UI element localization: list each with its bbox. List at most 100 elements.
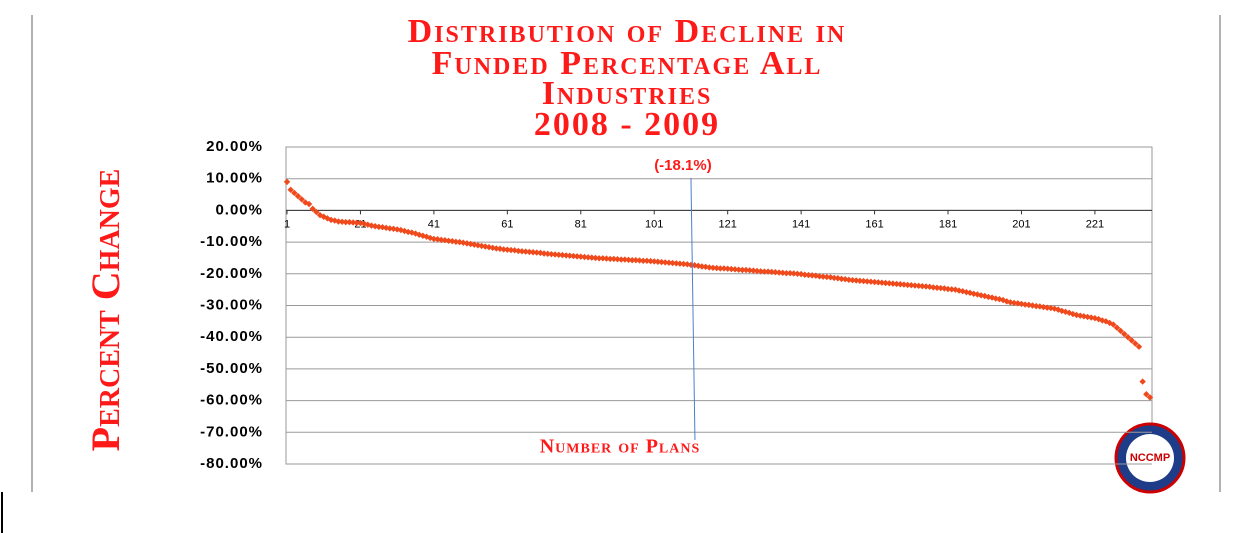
point (867, 278, 875, 285)
point (515, 247, 522, 255)
point (739, 266, 746, 274)
point (581, 253, 588, 261)
point (1010, 299, 1018, 307)
point (599, 255, 607, 262)
y-tick-label: -70.00% (200, 423, 263, 440)
y-tick-label: 0.00% (215, 201, 263, 218)
y-tick-label: -60.00% (200, 392, 263, 409)
point (783, 269, 790, 277)
point (1025, 301, 1033, 309)
logo-center (1126, 434, 1174, 482)
y-axis-label: Percent Change (83, 169, 128, 452)
point (1084, 313, 1091, 321)
point (830, 274, 838, 282)
point (1058, 307, 1066, 315)
y-tick-label: -80.00% (200, 455, 263, 472)
point (680, 260, 687, 268)
point (1102, 318, 1110, 325)
point (489, 244, 496, 252)
point (860, 277, 867, 285)
point (845, 276, 853, 284)
point (676, 260, 684, 267)
point (665, 259, 673, 266)
point (555, 251, 562, 258)
point (908, 282, 915, 289)
point (706, 264, 713, 271)
point (386, 225, 394, 232)
point (511, 247, 518, 254)
point (985, 293, 992, 301)
y-tick-label: 10.00% (206, 170, 263, 187)
point (926, 283, 933, 290)
point (595, 255, 603, 262)
point (540, 250, 548, 257)
point (669, 259, 676, 267)
point (1113, 324, 1121, 331)
point (698, 263, 706, 270)
point (823, 273, 831, 281)
title-block: Distribution of Decline in Funded Percen… (408, 13, 845, 143)
point (742, 266, 750, 274)
point (551, 251, 559, 258)
point (603, 255, 610, 262)
point (625, 256, 632, 264)
point (640, 257, 647, 265)
point (930, 284, 937, 291)
point (838, 275, 845, 283)
point (614, 256, 621, 263)
point (522, 248, 529, 255)
point (452, 238, 460, 245)
point (529, 249, 537, 256)
point (526, 248, 533, 256)
point (338, 218, 346, 226)
point (720, 265, 728, 272)
point (342, 218, 349, 226)
point (1066, 309, 1073, 316)
point (900, 281, 908, 288)
point (291, 189, 298, 197)
point (955, 287, 963, 294)
point (959, 288, 966, 295)
point (647, 257, 654, 265)
x-tick-label: 181 (939, 218, 957, 230)
x-tick-label: 121 (719, 218, 737, 230)
point (753, 267, 761, 275)
point (658, 258, 665, 266)
x-tick-label: 201 (1012, 218, 1030, 230)
point (346, 218, 353, 226)
point (371, 223, 379, 230)
chart-title: 2008 - 2009 (534, 106, 720, 143)
point (981, 292, 988, 300)
point (915, 282, 922, 290)
point (819, 273, 827, 280)
x-tick-label: 41 (428, 218, 440, 230)
point (621, 256, 629, 263)
point (775, 269, 783, 276)
point (948, 286, 955, 293)
point (808, 272, 816, 279)
point (1043, 304, 1051, 311)
point (864, 278, 871, 285)
point (966, 289, 974, 297)
point (643, 257, 651, 265)
point (761, 268, 768, 275)
point (533, 249, 540, 256)
point (1062, 308, 1069, 316)
point (746, 267, 753, 274)
point (1014, 300, 1021, 307)
point (559, 251, 566, 259)
point (801, 271, 808, 278)
point (1099, 317, 1106, 324)
point (717, 265, 724, 272)
point (786, 269, 794, 277)
point (1128, 337, 1135, 344)
y-tick-label: -50.00% (200, 360, 263, 377)
point (562, 252, 570, 259)
x-tick-label: 161 (865, 218, 883, 230)
point (445, 237, 452, 245)
point (651, 258, 658, 265)
point (566, 252, 573, 259)
point (316, 211, 324, 219)
point (592, 254, 599, 262)
